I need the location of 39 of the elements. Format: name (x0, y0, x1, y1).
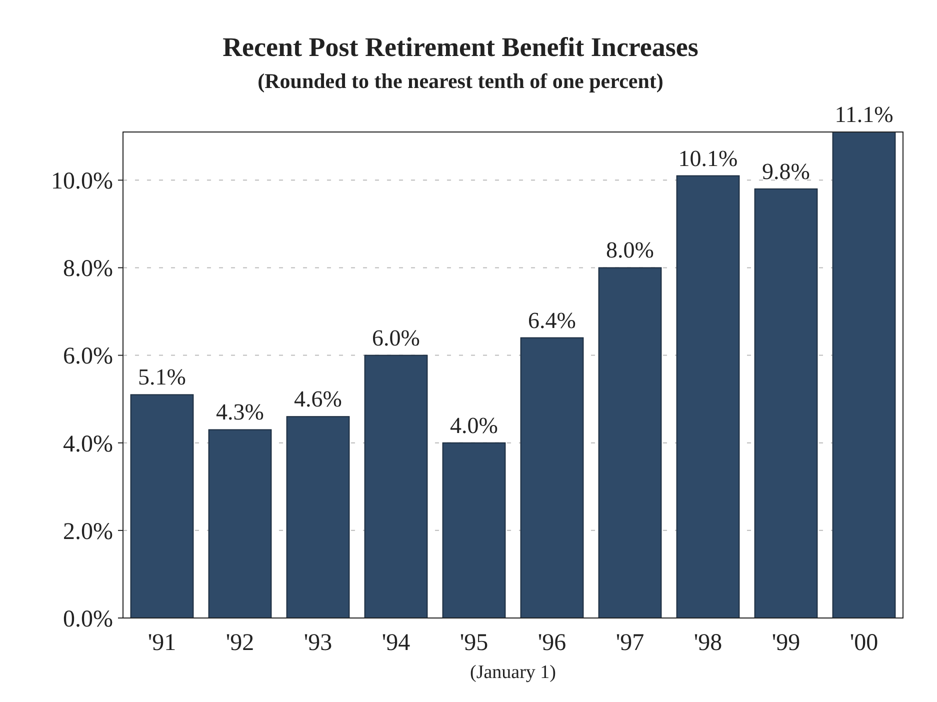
bar (364, 354, 428, 618)
bar (754, 188, 818, 618)
x-tick-label: '00 (850, 630, 878, 656)
x-tick-label: '93 (304, 630, 332, 656)
chart-subtitle: (Rounded to the nearest tenth of one percent) (258, 69, 664, 93)
bar (520, 337, 584, 618)
y-tick-label: 10.0% (51, 168, 113, 195)
y-tick-label: 8.0% (63, 256, 113, 282)
data-label: 11.1% (834, 102, 894, 127)
data-label: 9.8% (762, 158, 810, 184)
data-label: 5.1% (138, 364, 186, 390)
data-label: 4.6% (294, 386, 342, 412)
data-label: 8.0% (606, 238, 654, 263)
data-label: 10.1% (678, 146, 738, 171)
data-label: 6.4% (528, 308, 576, 333)
x-tick-label: '95 (460, 630, 488, 656)
y-tick-label: 4.0% (63, 431, 113, 458)
x-tick-label: '99 (772, 630, 800, 656)
x-tick-label: '94 (382, 630, 410, 656)
bar (208, 429, 272, 618)
bar (832, 132, 896, 618)
data-label: 6.0% (372, 325, 420, 350)
x-tick-label: '98 (694, 630, 722, 656)
bar (286, 416, 350, 618)
chart-title: Recent Post Retirement Benefit Increases (222, 32, 698, 62)
data-label: 4.3% (216, 400, 264, 425)
bar (130, 394, 194, 618)
y-tick-label: 6.0% (63, 344, 113, 370)
data-label: 4.0% (450, 412, 498, 438)
x-tick-label: '91 (148, 630, 176, 656)
y-tick-label: 0.0% (63, 606, 113, 632)
x-tick-label: '92 (226, 630, 254, 656)
bar (598, 267, 662, 618)
x-tick-label: '96 (538, 630, 566, 656)
x-tick-label: '97 (616, 630, 644, 656)
bar (676, 175, 740, 618)
y-tick-label: 2.0% (63, 518, 113, 545)
bar (442, 442, 506, 618)
x-axis-title: (January 1) (470, 662, 556, 683)
